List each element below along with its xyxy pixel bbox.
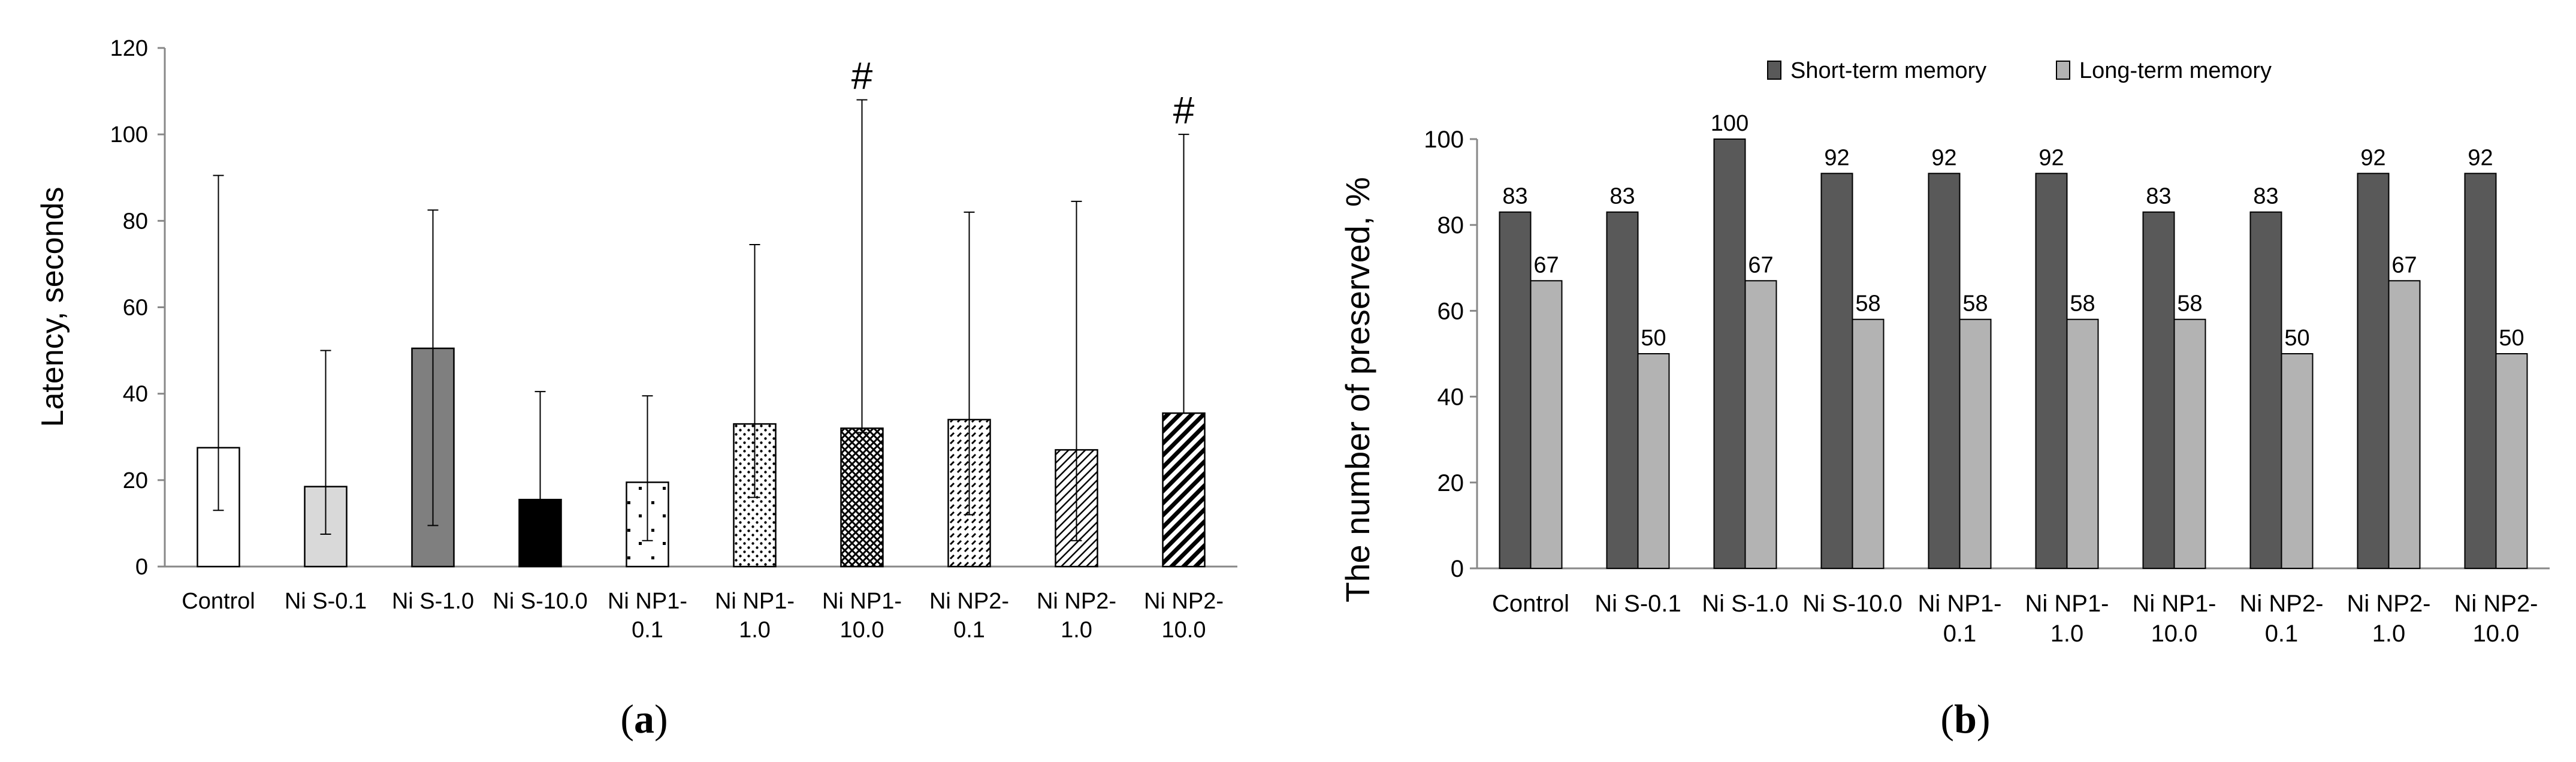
panel-a-y-axis-label: Latency, seconds	[35, 187, 70, 427]
panel-b-bar-short-term	[1713, 138, 1746, 569]
panel-b-ytick-label: 80	[1438, 212, 1464, 239]
legend-swatch-short-term	[1767, 61, 1781, 80]
panel-b-data-label: 58	[2070, 291, 2095, 317]
panel-b-data-label: 58	[2177, 291, 2202, 317]
panel-b-data-label: 67	[2391, 252, 2417, 278]
panel-a-bar	[518, 499, 562, 568]
panel-b-category-label: Ni S-0.1	[1594, 591, 1681, 617]
panel-b-data-label: 83	[2253, 184, 2278, 209]
panel-a-significance-mark: #	[1173, 89, 1195, 132]
panel-b-bar-long-term	[2066, 318, 2099, 569]
panel-a-category-label: Ni NP2-0.1	[929, 589, 1009, 643]
panel-b-category-label: Ni S-1.0	[1702, 591, 1789, 617]
panel-a-ytick-label: 0	[135, 555, 148, 580]
panel-b-y-axis-label: The number of preserved, %	[1339, 177, 1376, 603]
panel-b-bar-long-term	[1852, 318, 1885, 569]
panel-b-data-label: 50	[2284, 326, 2309, 351]
panel-b-legend: Short-term memory Long-term memory	[1767, 58, 2272, 83]
legend-swatch-long-term	[2056, 61, 2070, 80]
panel-b-data-label: 92	[2039, 145, 2064, 170]
panel-a-category-label: Control	[182, 589, 255, 614]
panel-a-category-label: Ni NP1-10.0	[822, 589, 902, 643]
panel-b-bar-long-term	[1530, 280, 1563, 569]
panel-b-data-label: 67	[1748, 252, 1773, 278]
panel-b-bar-short-term	[1820, 173, 1853, 569]
panel-b-category-label: Ni NP2-10.0	[2454, 591, 2538, 647]
panel-b-ytick-label: 60	[1438, 298, 1464, 324]
panel-b-ytick-label: 20	[1438, 470, 1464, 496]
panel-a-ytick-label: 20	[123, 468, 148, 493]
panel-b-bar-short-term	[1928, 173, 1961, 569]
panel-a-caption: (a)	[620, 696, 668, 742]
panel-b-category-label: Ni NP1-1.0	[2025, 591, 2109, 647]
panel-b-bar-short-term	[2249, 211, 2282, 570]
panel-a-category-label: Ni NP2-10.0	[1144, 589, 1224, 643]
panel-b-data-label: 83	[1609, 184, 1635, 209]
panel-b-ytick-label: 100	[1424, 127, 1464, 153]
panel-b-data-label: 92	[2360, 145, 2385, 170]
panel-b-category-label: Ni NP2-1.0	[2347, 591, 2430, 647]
panel-b-data-label: 67	[1533, 252, 1559, 278]
panel-b-category-label: Ni S-10.0	[1802, 591, 1902, 617]
panel-b-data-label: 92	[1931, 145, 1956, 170]
panel-a-bar	[1162, 412, 1206, 568]
panel-b-category-label: Ni NP2-0.1	[2239, 591, 2323, 647]
panel-a-category-label: Ni S-10.0	[493, 589, 587, 614]
panel-b-caption: (b)	[1940, 696, 1990, 742]
panel-b-bar-long-term	[2281, 353, 2314, 569]
panel-a-category-label: Ni NP1-1.0	[715, 589, 795, 643]
panel-b-data-label: 83	[2146, 184, 2171, 209]
panel-b-bar-short-term	[2464, 173, 2497, 569]
panel-b-bar-long-term	[2173, 318, 2206, 569]
panel-b-bar-long-term	[1959, 318, 1992, 569]
panel-a-latency-chart: 0 20 40 60 80 100 120 # # Control Ni S-0.1 Ni S-1…	[35, 36, 1237, 742]
panel-b-bar-short-term	[2142, 211, 2175, 570]
panel-b-data-label: 58	[1855, 291, 1880, 317]
panel-b-bar-short-term	[1499, 211, 1532, 570]
panel-b-caption-letter: b	[1954, 696, 1977, 742]
panel-b-bar-short-term	[2035, 173, 2068, 569]
legend-label-long-term: Long-term memory	[2079, 58, 2272, 83]
panel-b-data-label: 92	[2468, 145, 2493, 170]
panel-b-category-label: Control	[1492, 591, 1569, 617]
panel-b-data-label: 58	[1962, 291, 1988, 317]
panel-a-ytick-label: 40	[123, 382, 148, 407]
panel-b-memory-chart: 0 20 40 60 80 100 83 67 83 50 100 67 92 58 92 58 92 58 83…	[1339, 58, 2550, 742]
panel-b-bar-short-term	[2357, 173, 2390, 569]
panel-a-ytick-label: 120	[110, 36, 148, 61]
panel-a-category-label: Ni NP2-1.0	[1037, 589, 1116, 643]
panel-a-category-label: Ni S-0.1	[285, 589, 367, 614]
panel-a-category-label: Ni S-1.0	[392, 589, 474, 614]
panel-b-ytick-label: 0	[1451, 556, 1464, 582]
panel-a-significance-mark: #	[851, 55, 873, 98]
panel-b-category-label: Ni NP1-10.0	[2132, 591, 2216, 647]
legend-label-short-term: Short-term memory	[1790, 58, 1986, 83]
panel-a-ytick-label: 60	[123, 296, 148, 321]
panel-a-category-label: Ni NP1-0.1	[608, 589, 687, 643]
panel-a-caption-letter: a	[634, 696, 654, 742]
panel-a-ytick-label: 80	[123, 209, 148, 234]
panel-b-data-label: 50	[2499, 326, 2524, 351]
panel-b-data-label: 100	[1711, 111, 1748, 136]
panel-b-bar-long-term	[2495, 353, 2528, 569]
panel-b-bar-short-term	[1606, 211, 1639, 570]
panel-a-ytick-label: 100	[110, 122, 148, 147]
panel-b-category-label: Ni NP1-0.1	[1917, 591, 2001, 647]
panel-b-bar-long-term	[1637, 353, 1670, 569]
panel-b-bar-long-term	[1744, 280, 1777, 569]
panel-b-data-label: 83	[1502, 184, 1527, 209]
panel-b-data-label: 50	[1641, 326, 1666, 351]
panel-b-bar-long-term	[2388, 280, 2421, 569]
panel-b-data-label: 92	[1824, 145, 1849, 170]
panel-b-ytick-label: 40	[1438, 384, 1464, 411]
panel-a-bar	[840, 427, 884, 568]
